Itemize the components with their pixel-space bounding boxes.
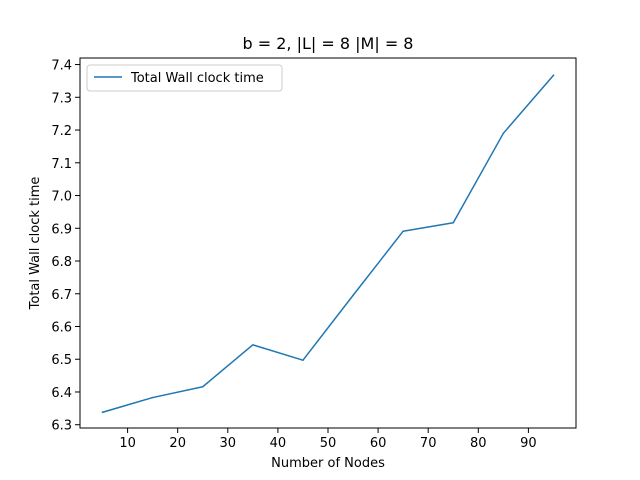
y-tick-label-7-4: 7.4 [51,59,72,74]
data-point-5 [101,411,104,414]
data-point-45 [302,359,304,361]
x-tick-label-50: 50 [320,436,337,451]
x-tick-label-10: 10 [119,436,136,451]
legend: Total Wall clock time [86,64,283,92]
data-point-65 [402,230,404,232]
x-tick-label-20: 20 [169,436,186,451]
data-point-15 [151,396,154,399]
y-axis-ticks: 6.3 6.4 6.5 6.6 6.7 6.8 6.9 7.0 7.1 7.2 7.3 7.4 [51,59,80,434]
data-point-95 [552,74,555,77]
x-tick-label-70: 70 [420,436,437,451]
legend-entry-total-wall-clock-time: Total Wall clock time [130,71,264,86]
y-tick-label-6-4: 6.4 [51,386,72,401]
plot-frame [79,57,577,429]
legend-box [86,64,283,92]
data-point-75 [452,221,455,224]
data-point-35 [252,344,254,346]
data-point-85 [502,132,505,135]
y-tick-label-6-7: 6.7 [51,288,72,303]
series-line-total-wall-clock-time [101,74,555,414]
x-tick-label-90: 90 [520,436,537,451]
y-tick-label-7-3: 7.3 [51,91,72,106]
x-tick-label-60: 60 [370,436,387,451]
data-point-55 [352,294,354,297]
y-tick-label-6-6: 6.6 [51,320,72,335]
plot-area [80,58,576,428]
x-tick-label-80: 80 [470,436,487,451]
x-tick-label-40: 40 [270,436,287,451]
y-tick-label-7-1: 7.1 [51,157,72,172]
chart-title: b = 2, |L| = 8 |M| = 8 [243,34,414,53]
x-axis-label: Number of Nodes [271,456,385,471]
x-tick-label-30: 30 [220,436,237,451]
y-tick-label-6-5: 6.5 [51,353,72,368]
y-tick-label-7-0: 7.0 [51,190,72,205]
y-axis-label: Total Wall clock time [28,177,43,311]
series-layer [101,74,555,414]
x-axis-ticks: 10 20 30 40 50 60 70 80 90 [119,428,537,451]
data-point-25 [201,385,204,388]
y-tick-label-7-2: 7.2 [51,124,72,139]
y-tick-label-6-8: 6.8 [51,255,72,270]
y-tick-label-6-9: 6.9 [51,222,72,237]
y-tick-label-6-3: 6.3 [51,419,72,434]
